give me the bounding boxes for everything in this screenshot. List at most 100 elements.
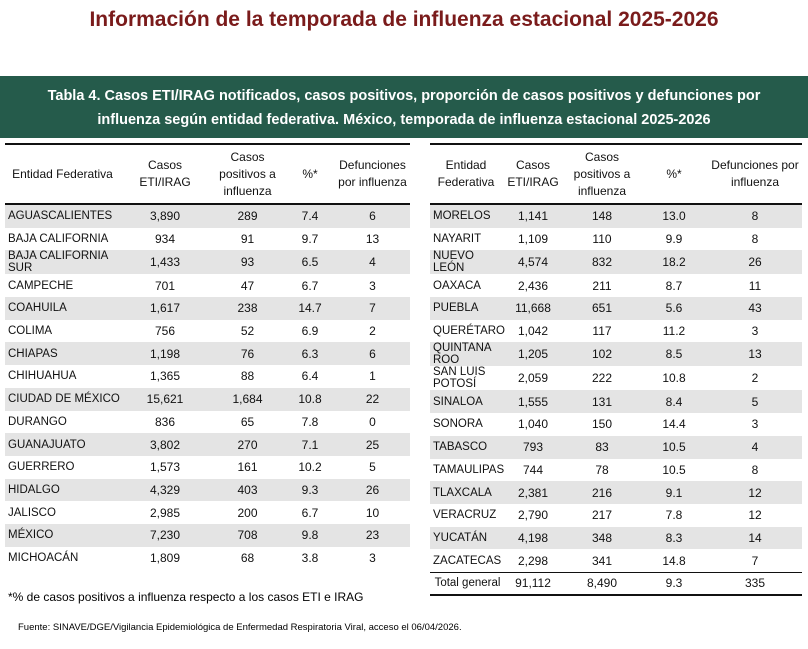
cell: 4,574 [502,250,564,275]
cell: 3.8 [301,550,319,565]
cell: 93 [210,250,285,275]
cell: 217 [591,508,613,523]
state-name: MÉXICO [5,523,120,547]
cell: 5 [708,390,802,414]
cell: 2 [751,371,759,386]
cell: 52 [240,324,255,339]
cell: 110 [592,232,612,247]
cell: 7.4 [285,204,335,228]
cell: 131 [564,390,640,414]
cell: 2,381 [502,481,564,504]
state-name: NAYARIT [433,233,482,246]
cell: 756 [154,324,176,339]
cell: 2,059 [517,371,549,386]
table-row: JALISCO 2,985 200 6.7 10 [5,501,410,524]
state-name: SAN LUIS POTOSÍ [433,366,486,391]
cell: 14.8 [662,553,686,568]
state-name: PUEBLA [430,297,502,320]
cell: 3 [751,417,759,432]
cell: 8.7 [665,278,683,293]
table-row: VERACRUZ 2,790 217 7.8 12 [430,504,802,527]
cell: 1,684 [210,387,285,411]
state-name: DURANGO [8,415,67,428]
cell: 26 [708,250,802,275]
cell: 8 [751,232,759,247]
cell: 11,668 [502,297,564,320]
table-row: QUERÉTARO 1,042 117 11.2 3 [430,320,802,343]
cell: 10 [365,505,380,520]
column-header: %* [285,143,335,205]
cell: 76 [210,342,285,366]
right-table: Entidad Federativa Casos ETI/IRAG Casos po… [430,143,802,596]
cell: 238 [210,297,285,320]
cell: 1,433 [120,250,210,275]
cell: 23 [335,523,410,547]
table-caption: Tabla 4. Casos ETI/IRAG notificados, cas… [0,76,808,138]
cell: 8.3 [640,526,708,550]
cell: 5.6 [640,297,708,320]
state-name: GUANAJUATO [5,433,120,456]
cell: 2,790 [517,508,549,523]
cell: 43 [708,297,802,320]
cell: 1,141 [502,204,564,228]
cell: 4 [335,250,410,275]
state-name: TAMAULIPAS [433,463,505,476]
cell: 1,198 [120,342,210,366]
table-row: MÉXICO 7,230 708 9.8 23 [5,523,410,547]
state-name: ZACATECAS [433,554,502,567]
cell: 934 [154,232,176,247]
cell: 1,365 [149,369,181,384]
table-row: CHIHUAHUA 1,365 88 6.4 1 [5,365,410,388]
cell: 4,198 [502,526,564,550]
table-row: NUEVO LEÓN 4,574 832 18.2 26 [430,250,802,275]
cell: 10.5 [662,462,686,477]
column-header: Casos positivos a influenza [564,143,640,205]
cell: 12 [708,481,802,504]
cell: 289 [210,204,285,228]
cell: 1,042 [517,324,549,339]
cell: 14 [708,526,802,550]
left-table: Entidad Federativa Casos ETI/IRAG Casos po… [5,143,410,569]
cell: 3,802 [120,433,210,456]
cell: 6.3 [285,342,335,366]
cell: 9.8 [285,523,335,547]
state-name: CHIHUAHUA [8,370,77,383]
total-cell: 91,112 [502,571,564,596]
table-row: COLIMA 756 52 6.9 2 [5,320,410,343]
table-row: TAMAULIPAS 744 78 10.5 8 [430,459,802,482]
cell: 6.7 [301,278,319,293]
cell: 7 [335,297,410,320]
page-title: Información de la temporada de influenza… [89,8,719,31]
cell: 832 [564,250,640,275]
column-header: Casos positivos a influenza [210,143,285,205]
cell: 7.8 [301,414,319,429]
cell: 7,230 [120,523,210,547]
column-header: Entidad Federativa [430,143,502,205]
state-name: HIDALGO [5,478,120,502]
cell: 13 [365,232,380,247]
cell: 4,329 [120,478,210,502]
caption-line: influenza según entidad federativa. Méxi… [97,112,711,128]
table-row: MICHOACÁN 1,809 68 3.8 3 [5,547,410,570]
cell: 117 [592,324,612,339]
cell: 651 [564,297,640,320]
table-row: SAN LUIS POTOSÍ 2,059 222 10.8 2 [430,366,802,390]
cell: 1,809 [149,550,181,565]
cell: 1,040 [517,417,549,432]
cell: 2,298 [517,553,549,568]
cell: 9.9 [665,232,683,247]
cell: 14.7 [285,297,335,320]
state-name: SINALOA [430,390,502,414]
cell: 3,890 [120,204,210,228]
cell: 1,573 [149,460,181,475]
cell: 5 [369,460,376,475]
cell: 6.4 [301,369,319,384]
cell: 211 [592,278,612,293]
table-row: GUERRERO 1,573 161 10.2 5 [5,456,410,479]
total-row: Total general 91,112 8,490 9.3 335 [430,571,802,596]
cell: 708 [210,523,285,547]
cell: 47 [240,278,255,293]
total-cell: 335 [708,571,802,596]
state-name: QUINTANA ROO [430,342,502,367]
cell: 68 [240,550,255,565]
